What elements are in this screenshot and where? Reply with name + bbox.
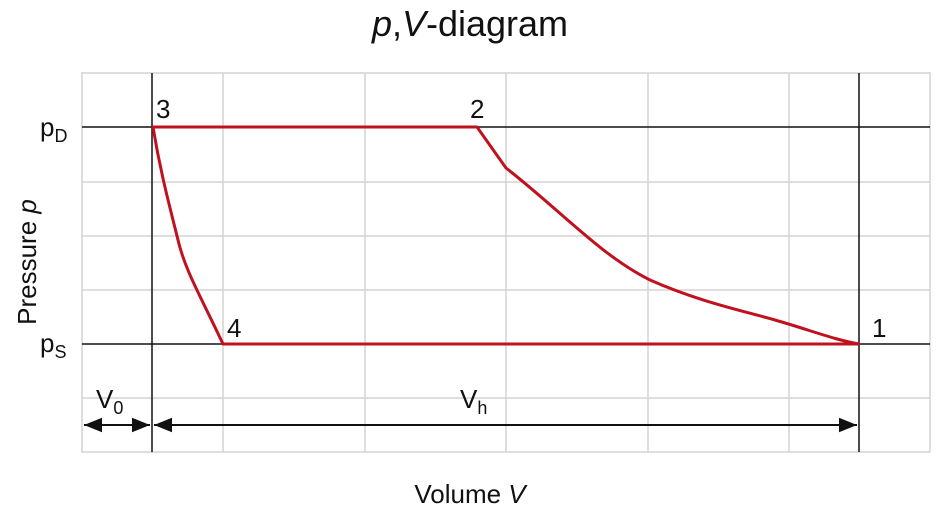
title: p,V-diagram: [371, 3, 568, 44]
label-run: Volume: [414, 479, 508, 509]
label-sub: h: [477, 398, 487, 418]
volume-label: V0: [96, 384, 123, 418]
label-run: p: [12, 199, 42, 214]
point-label: 4: [227, 313, 241, 343]
point-label: 3: [156, 94, 170, 124]
label-sub: D: [54, 126, 67, 146]
label-run: p: [40, 328, 54, 358]
label-run: p: [40, 112, 54, 142]
title-run: ,: [392, 3, 402, 44]
y-axis-label: Pressure p: [12, 199, 42, 325]
pressure-label: pS: [40, 328, 66, 362]
label-run: V: [460, 384, 478, 414]
label-run: Pressure: [12, 214, 42, 325]
label-run: V: [508, 479, 528, 509]
cycle: [151, 125, 861, 346]
point-label: 1: [872, 313, 886, 343]
title-run: V: [402, 3, 429, 44]
label-sub: S: [54, 342, 66, 362]
label-sub: 0: [113, 398, 123, 418]
pressure-label: pD: [40, 112, 67, 146]
grid: [81, 72, 931, 453]
point-label: 2: [470, 94, 484, 124]
x-axis-label: Volume V: [414, 479, 528, 509]
title-run: -diagram: [426, 3, 568, 44]
label-run: V: [96, 384, 114, 414]
volume-label: Vh: [460, 384, 487, 418]
title-run: p: [371, 3, 392, 44]
